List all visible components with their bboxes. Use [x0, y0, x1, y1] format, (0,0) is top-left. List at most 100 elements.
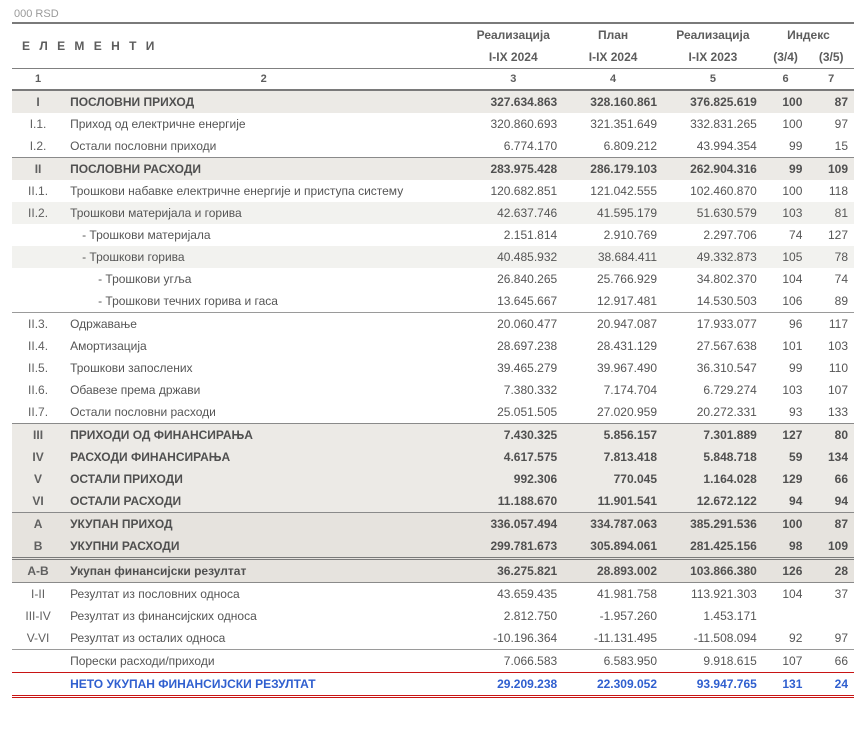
cell-code: II.4. — [12, 335, 64, 357]
cell-v4: 286.179.103 — [563, 158, 663, 181]
cell-v5: 385.291.536 — [663, 513, 763, 536]
subhead-5: 5 — [663, 69, 763, 91]
table-row: BУКУПНИ РАСХОДИ299.781.673305.894.061281… — [12, 535, 854, 559]
cell-i1: 127 — [763, 424, 809, 447]
cell-v3: 36.275.821 — [463, 559, 563, 583]
cell-code: IV — [12, 446, 64, 468]
cell-v5: -11.508.094 — [663, 627, 763, 650]
cell-name: Трошкови набавке електричне енергије и п… — [64, 180, 463, 202]
cell-v3: 2.151.814 — [463, 224, 563, 246]
subhead-6: 6 — [763, 69, 809, 91]
cell-name: Обавезе према држави — [64, 379, 463, 401]
cell-code: A-B — [12, 559, 64, 583]
cell-i1: 100 — [763, 513, 809, 536]
col-real23-header-a: Реализација — [663, 23, 763, 46]
cell-code: III-IV — [12, 605, 64, 627]
cell-i2: 117 — [808, 313, 854, 336]
cell-code — [12, 290, 64, 313]
cell-v4: 11.901.541 — [563, 490, 663, 513]
cell-v5: 1.453.171 — [663, 605, 763, 627]
cell-v3: 4.617.575 — [463, 446, 563, 468]
cell-i2: 110 — [808, 357, 854, 379]
cell-v3: 42.637.746 — [463, 202, 563, 224]
cell-i2: 74 — [808, 268, 854, 290]
cell-name: Трошкови запослених — [64, 357, 463, 379]
table-row: I.2.Остали пословни приходи6.774.1706.80… — [12, 135, 854, 158]
col-plan24-header-a: План — [563, 23, 663, 46]
cell-code: II.1. — [12, 180, 64, 202]
cell-v3: 283.975.428 — [463, 158, 563, 181]
cell-code: II.6. — [12, 379, 64, 401]
cell-code: II.3. — [12, 313, 64, 336]
cell-v4: 7.174.704 — [563, 379, 663, 401]
cell-i2: 66 — [808, 650, 854, 673]
cell-name: - Трошкови горива — [64, 246, 463, 268]
table-row: VIОСТАЛИ РАСХОДИ11.188.67011.901.54112.6… — [12, 490, 854, 513]
cell-v3: 327.634.863 — [463, 90, 563, 113]
cell-v4: -1.957.260 — [563, 605, 663, 627]
cell-name: ОСТАЛИ ПРИХОДИ — [64, 468, 463, 490]
cell-i2: 97 — [808, 627, 854, 650]
cell-name: Резултат из осталих односа — [64, 627, 463, 650]
cell-v4: 41.595.179 — [563, 202, 663, 224]
cell-v5: 281.425.156 — [663, 535, 763, 559]
cell-v4: 38.684.411 — [563, 246, 663, 268]
subhead-1: 1 — [12, 69, 64, 91]
cell-v5: 34.802.370 — [663, 268, 763, 290]
table-row: III-IVРезултат из финансијских односа2.8… — [12, 605, 854, 627]
col-plan24-header-b: I-IX 2024 — [563, 46, 663, 69]
cell-i1: 101 — [763, 335, 809, 357]
cell-v3: 13.645.667 — [463, 290, 563, 313]
cell-v4: 770.045 — [563, 468, 663, 490]
cell-i2: 78 — [808, 246, 854, 268]
cell-code: A — [12, 513, 64, 536]
table-row: - Трошкови горива40.485.93238.684.41149.… — [12, 246, 854, 268]
cell-code: VI — [12, 490, 64, 513]
cell-i2: 127 — [808, 224, 854, 246]
cell-v5: 9.918.615 — [663, 650, 763, 673]
cell-i2: 15 — [808, 135, 854, 158]
cell-name: - Трошкови материјала — [64, 224, 463, 246]
cell-v5: 49.332.873 — [663, 246, 763, 268]
cell-code: II.5. — [12, 357, 64, 379]
cell-v5: 113.921.303 — [663, 583, 763, 606]
cell-name: ПОСЛОВНИ ПРИХОД — [64, 90, 463, 113]
cell-v4: 6.809.212 — [563, 135, 663, 158]
cell-v4: 27.020.959 — [563, 401, 663, 424]
cell-name: - Трошкови угља — [64, 268, 463, 290]
cell-i2: 109 — [808, 535, 854, 559]
cell-i2: 87 — [808, 513, 854, 536]
cell-i1: 100 — [763, 180, 809, 202]
cell-code: B — [12, 535, 64, 559]
cell-v4: 12.917.481 — [563, 290, 663, 313]
cell-name: РАСХОДИ ФИНАНСИРАЊА — [64, 446, 463, 468]
cell-v3: 11.188.670 — [463, 490, 563, 513]
cell-v5: 43.994.354 — [663, 135, 763, 158]
cell-i2: 133 — [808, 401, 854, 424]
cell-v4: 22.309.052 — [563, 673, 663, 697]
unit-label: 000 RSD — [14, 8, 854, 20]
cell-name: УКУПАН ПРИХОД — [64, 513, 463, 536]
col-elements-header: Е Л Е М Е Н Т И — [12, 23, 463, 69]
cell-v4: 41.981.758 — [563, 583, 663, 606]
cell-v4: 28.431.129 — [563, 335, 663, 357]
table-row: IIПОСЛОВНИ РАСХОДИ283.975.428286.179.103… — [12, 158, 854, 181]
cell-i2 — [808, 605, 854, 627]
cell-i1: 59 — [763, 446, 809, 468]
cell-v3: 120.682.851 — [463, 180, 563, 202]
subhead-3: 3 — [463, 69, 563, 91]
cell-code: II.2. — [12, 202, 64, 224]
col-idx2-header: (3/5) — [808, 46, 854, 69]
cell-name: Укупан финансијски резултат — [64, 559, 463, 583]
cell-v4: 321.351.649 — [563, 113, 663, 135]
cell-v5: 332.831.265 — [663, 113, 763, 135]
cell-i2: 103 — [808, 335, 854, 357]
finance-table: Е Л Е М Е Н Т И Реализација План Реализа… — [12, 22, 854, 698]
cell-v5: 7.301.889 — [663, 424, 763, 447]
col-idx1-header: (3/4) — [763, 46, 809, 69]
cell-i2: 107 — [808, 379, 854, 401]
cell-v5: 262.904.316 — [663, 158, 763, 181]
subhead-7: 7 — [808, 69, 854, 91]
cell-i1: 93 — [763, 401, 809, 424]
cell-code: I-II — [12, 583, 64, 606]
